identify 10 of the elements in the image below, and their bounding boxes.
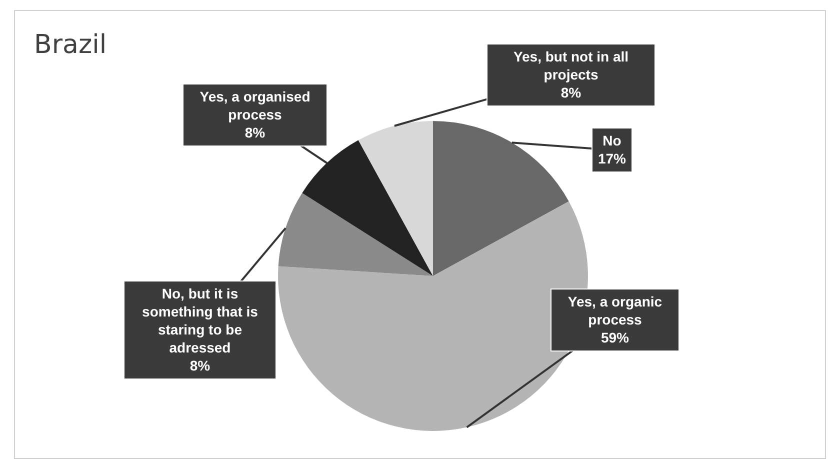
data-label: 8% xyxy=(190,358,211,374)
data-label: 59% xyxy=(600,330,630,346)
chart-title: Brazil xyxy=(34,30,107,60)
slice-label: Yes, a organised process xyxy=(200,88,310,122)
slice-label: Yes, but not in all projects xyxy=(513,48,629,82)
slice-label: No, but it is something that is staring to be adressed xyxy=(142,286,258,356)
slice-label: No xyxy=(602,132,622,148)
data-label: 17% xyxy=(598,150,627,166)
slice-label: Yes, a organic process xyxy=(568,294,662,328)
data-label: 8% xyxy=(560,84,582,100)
